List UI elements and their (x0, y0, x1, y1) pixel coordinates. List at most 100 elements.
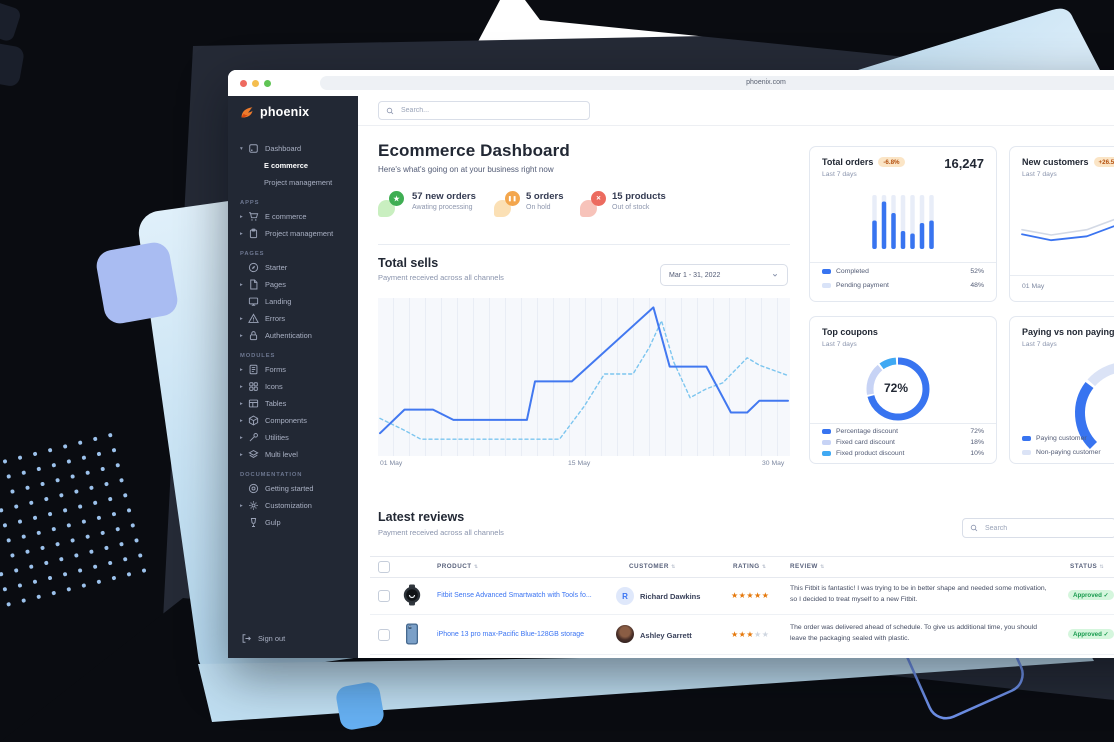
sidebar-item-label: Dashboard (265, 144, 302, 153)
x-tick: 15 May (568, 460, 591, 467)
new-orders-icon: ★ (378, 191, 404, 217)
customer-avatar-photo[interactable] (616, 625, 634, 643)
card-period: Last 7 days (1022, 171, 1057, 178)
minimize-window-icon[interactable] (252, 79, 259, 87)
sidebar-item-dashboard[interactable]: ▾ Dashboard (228, 140, 358, 157)
legend-swatch (1022, 436, 1031, 441)
sidebar-item-label: Getting started (265, 484, 314, 493)
row-checkbox[interactable] (378, 629, 390, 641)
row-checkbox[interactable] (378, 590, 390, 602)
sidebar-item-errors[interactable]: ▸ Errors (228, 310, 358, 327)
legend-swatch (822, 269, 831, 274)
select-all-checkbox[interactable] (378, 561, 390, 573)
sidebar-item-label: Project management (264, 178, 333, 187)
table-row[interactable]: iPhone 13 pro max-Pacific Blue-128GB sto… (370, 614, 1114, 655)
sidebar-item-landing[interactable]: Landing (228, 293, 358, 310)
package-icon (248, 415, 259, 426)
legend-swatch (822, 283, 831, 288)
caret-right-icon: ▸ (240, 230, 243, 237)
sidebar-item-project-management-dashboard[interactable]: Project management (228, 174, 358, 191)
bg-small-dark-square-2 (0, 42, 24, 86)
table-row[interactable]: Fitbit Sense Advanced Smartwatch with To… (370, 577, 1114, 615)
sidebar-item-tables[interactable]: ▸ Tables (228, 395, 358, 412)
bg-lightblue-bottom-sliver (198, 650, 1094, 722)
column-header-product[interactable]: PRODUCT ⇅ (437, 563, 479, 570)
global-search[interactable] (378, 101, 590, 120)
sidebar-section-label-pages: PAGES (240, 251, 265, 257)
phoenix-logo[interactable]: phoenix (239, 104, 309, 120)
caret-right-icon: ▸ (240, 315, 243, 322)
caret-right-icon: ▸ (240, 451, 243, 458)
search-icon (970, 524, 978, 532)
sidebar-item-label: Icons (265, 382, 283, 391)
x-tick: 01 May (1022, 283, 1045, 290)
column-header-review[interactable]: REVIEW ⇅ (790, 563, 825, 570)
orders-on-hold-icon: ❚❚ (494, 191, 520, 217)
reviews-search[interactable] (962, 518, 1114, 538)
maximize-window-icon[interactable] (264, 79, 271, 87)
sidebar-item-ecommerce-app[interactable]: ▸ E commerce (228, 208, 358, 225)
warning-triangle-icon (248, 313, 259, 323)
sidebar-item-utilities[interactable]: ▸ Utilities (228, 429, 358, 446)
caret-right-icon: ▸ (240, 213, 243, 220)
column-header-rating[interactable]: RATING ⇅ (733, 563, 767, 570)
legend-label: Pending payment (836, 282, 889, 289)
card-title: Top coupons (822, 327, 878, 337)
x-tick: 01 May (380, 460, 403, 467)
customer-avatar[interactable]: R (616, 587, 634, 605)
sidebar-item-project-management-app[interactable]: ▸ Project management (228, 225, 358, 242)
sidebar-item-authentication[interactable]: ▸ Authentication (228, 327, 358, 344)
sidebar-item-multi-level[interactable]: ▸ Multi level (228, 446, 358, 463)
sidebar-item-ecommerce-dashboard[interactable]: E commerce (228, 157, 358, 174)
legend-row: Fixed product discount 10% (822, 450, 984, 457)
sidebar-item-components[interactable]: ▸ Components (228, 412, 358, 429)
card-period: Last 7 days (822, 341, 857, 348)
product-image-smartwatch[interactable] (400, 583, 424, 607)
card-period: Last 7 days (1022, 341, 1057, 348)
close-window-icon[interactable] (240, 79, 247, 87)
sidebar-item-label: Gulp (265, 518, 281, 527)
sidebar-item-getting-started[interactable]: Getting started (228, 480, 358, 497)
customer-name: Richard Dawkins (640, 592, 701, 601)
reviews-search-input[interactable] (983, 523, 1108, 533)
product-link[interactable]: iPhone 13 pro max-Pacific Blue-128GB sto… (437, 631, 585, 638)
out-of-stock-icon: ✕ (580, 191, 606, 217)
layers-icon (248, 449, 259, 458)
page-subtitle: Here's what's going on at your business … (378, 165, 554, 174)
global-search-input[interactable] (399, 106, 582, 115)
card-title: Total orders (822, 157, 874, 167)
sidebar-item-customization[interactable]: ▸ Customization (228, 497, 358, 514)
sidebar-item-gulp[interactable]: Gulp (228, 514, 358, 531)
column-header-status[interactable]: STATUS ⇅ (1070, 563, 1105, 570)
caret-right-icon: ▸ (240, 281, 243, 288)
sidebar-item-pages[interactable]: ▸ Pages (228, 276, 358, 293)
sidebar-item-label: Utilities (265, 433, 289, 442)
stat-out-of-stock-subtitle: Out of stock (612, 204, 650, 211)
sidebar-item-label: Starter (265, 263, 288, 272)
legend-value: 10% (970, 450, 984, 457)
sidebar-item-icons[interactable]: ▸ Icons (228, 378, 358, 395)
date-range-select[interactable]: Mar 1 - 31, 2022 (660, 264, 788, 286)
caret-right-icon: ▸ (240, 383, 243, 390)
product-image-iphone[interactable] (400, 622, 424, 646)
sidebar-item-starter[interactable]: Starter (228, 259, 358, 276)
total-orders-card: Total orders -6.8% 16,247 Last 7 days Co… (809, 146, 997, 302)
sidebar-item-forms[interactable]: ▸ Forms (228, 361, 358, 378)
sign-out-button[interactable]: Sign out (228, 630, 358, 647)
sidebar-item-label: Landing (265, 297, 292, 306)
bg-blue-square (336, 682, 384, 730)
stat-new-orders-title: 57 new orders (412, 191, 476, 202)
legend-row: Completed 52% (822, 268, 984, 275)
column-header-customer[interactable]: CUSTOMER ⇅ (629, 563, 676, 570)
top-navbar (358, 96, 1114, 126)
x-tick: 30 May (762, 460, 785, 467)
legend-value: 52% (970, 268, 984, 275)
legend-label: Completed (836, 268, 869, 275)
phoenix-logo-icon (241, 107, 253, 118)
legend-label: Paying customer (1036, 435, 1087, 442)
url-bar[interactable]: phoenix.com (320, 76, 1114, 90)
review-text: The order was delivered ahead of schedul… (790, 624, 1037, 642)
review-text: This Fitbit is fantastic! I was trying t… (790, 585, 1047, 603)
product-link[interactable]: Fitbit Sense Advanced Smartwatch with To… (437, 592, 592, 599)
wrench-icon (249, 433, 258, 442)
